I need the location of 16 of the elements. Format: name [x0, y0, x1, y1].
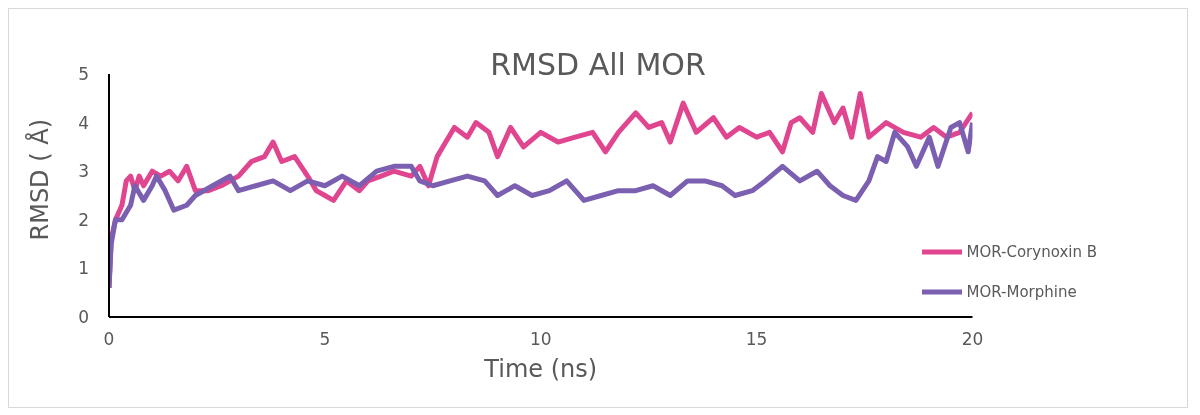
y-axis-title: RMSD ( Å)	[24, 119, 54, 241]
y-tick-label: 1	[78, 258, 89, 279]
chart-title: RMSD All MOR	[490, 47, 706, 82]
x-tick-label: 5	[319, 329, 331, 350]
y-tick-label: 5	[78, 64, 89, 85]
y-tick-label: 4	[78, 112, 89, 133]
legend-label: MOR-Corynoxin B	[966, 242, 1097, 261]
y-tick-label: 3	[78, 161, 89, 182]
x-tick-label: 0	[103, 329, 115, 350]
y-tick-label: 2	[78, 209, 89, 230]
x-axis-title: Time (ns)	[483, 355, 598, 383]
x-tick-label: 15	[745, 329, 768, 350]
x-tick-label: 10	[529, 329, 552, 350]
y-tick-label: 0	[78, 307, 89, 328]
x-tick-label: 20	[961, 329, 984, 350]
legend-label: MOR-Morphine	[966, 282, 1077, 301]
